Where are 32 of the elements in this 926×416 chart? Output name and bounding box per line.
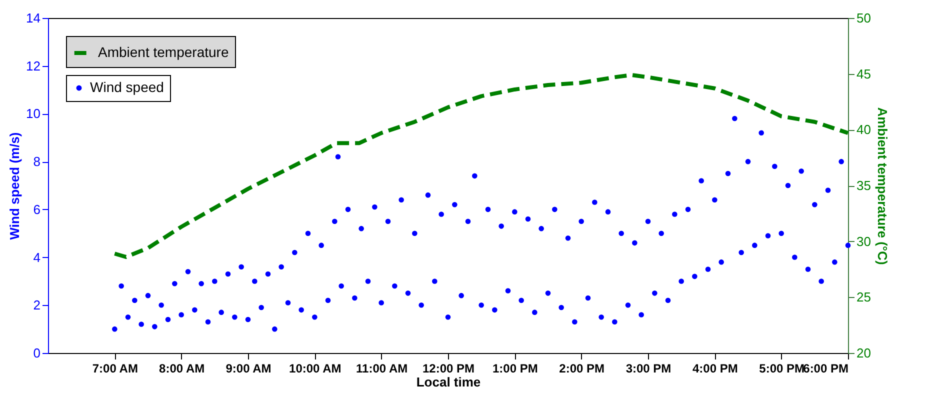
legend-label: Wind speed	[90, 79, 164, 95]
x-tick-label: 12:00 PM	[422, 362, 475, 376]
y2-tick-label: 45	[856, 66, 871, 82]
y2-axis-title: Ambient temperature (°C)	[874, 107, 890, 265]
x-axis-title: Local time	[416, 374, 481, 390]
x-tick-label: 9:00 AM	[226, 362, 272, 376]
y-tick-label: 10	[26, 106, 40, 122]
y2-tick-label: 50	[856, 10, 871, 26]
x-tick-label: 4:00 PM	[692, 362, 738, 376]
y-axis-title: Wind speed (m/s)	[7, 132, 22, 240]
x-tick-label: 8:00 AM	[159, 362, 205, 376]
x-tick-label: 7:00 AM	[92, 362, 138, 376]
x-tick-label: 1:00 PM	[492, 362, 538, 376]
y-tick-label: 8	[33, 154, 40, 170]
y2-tick-label: 20	[856, 346, 871, 360]
legend-label: Ambient temperature	[98, 44, 229, 60]
x-tick-label: 6:00 PM	[803, 362, 848, 376]
y-tick-label: 2	[33, 298, 40, 313]
y2-tick-label: 40	[856, 122, 871, 138]
y-tick-label: 12	[26, 58, 40, 74]
y2-tick-label: 25	[856, 290, 871, 305]
x-tick-label: 2:00 PM	[559, 362, 605, 376]
y-tick-label: 6	[33, 202, 40, 217]
y-tick-label: 14	[26, 10, 40, 26]
y-tick-label: 4	[33, 250, 40, 265]
x-tick-label: 5:00 PM	[759, 362, 805, 376]
x-tick-label: 11:00 AM	[356, 362, 408, 376]
y2-tick-label: 35	[856, 178, 871, 193]
x-tick-label: 3:00 PM	[626, 362, 672, 376]
y2-tick-label: 30	[856, 234, 871, 249]
x-tick-label: 10:00 AM	[289, 362, 342, 376]
y-tick-label: 0	[33, 346, 40, 360]
